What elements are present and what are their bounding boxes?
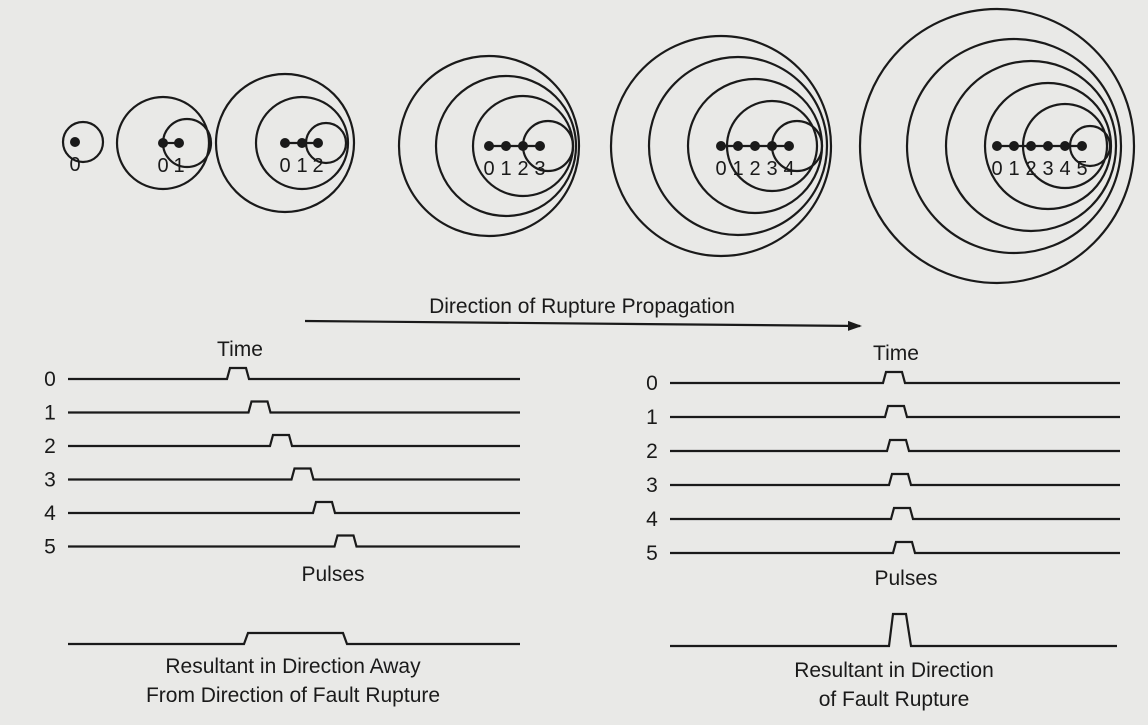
source-digit-label: 2: [312, 155, 323, 177]
trace-label: 1: [646, 406, 658, 429]
source-digit-label: 1: [296, 155, 307, 177]
trace-label: 2: [44, 435, 56, 458]
pulse-trace: [670, 472, 1120, 487]
stage-0-group: 0: [61, 120, 105, 176]
trace-label: 0: [44, 368, 56, 391]
wavefront-ring: [434, 74, 578, 218]
source-digit-label: 1: [1008, 158, 1019, 180]
source-digit-label: 1: [732, 158, 743, 180]
right-time-label: Time: [873, 342, 919, 365]
wavefront-ring: [61, 120, 105, 164]
source-digit-label: 1: [173, 155, 184, 177]
wavefront-ring: [115, 95, 211, 191]
left-pulse-traces: 0 1 2 3 4 5: [44, 366, 520, 559]
trace-label: 4: [44, 502, 56, 525]
source-digit-label: 2: [749, 158, 760, 180]
direction-arrow: [304, 319, 862, 331]
right-resultant-trace: [670, 612, 1117, 648]
source-digit-label: 2: [517, 158, 528, 180]
right-pulse-traces: 0 1 2 3 4 5: [646, 370, 1120, 565]
source-digit-label: 0: [991, 158, 1002, 180]
left-resultant-label-line2: From Direction of Fault Rupture: [146, 684, 440, 707]
wavefront-ring: [397, 54, 581, 238]
right-resultant-label-line1: Resultant in Direction: [794, 659, 994, 682]
trace-label: 1: [44, 402, 56, 425]
source-digit-label: 3: [766, 158, 777, 180]
source-digit-label: 1: [500, 158, 511, 180]
trace-label: 2: [646, 440, 658, 463]
wavefront-ring: [858, 7, 1136, 285]
pulse-trace: [670, 506, 1120, 521]
left-resultant-trace: [68, 631, 520, 646]
source-digit-label: 0: [69, 154, 80, 176]
wavefront-ring: [944, 59, 1118, 233]
source-digit-label: 4: [1059, 158, 1070, 180]
source-digit-label: 3: [1042, 158, 1053, 180]
pulse-trace: [68, 467, 520, 481]
pulse-trace: [68, 366, 520, 381]
pulse-trace: [68, 433, 520, 448]
direction-label: Direction of Rupture Propagation: [429, 295, 735, 318]
source-digit-label: 2: [1025, 158, 1036, 180]
source-digit-label: 0: [715, 158, 726, 180]
wavefront-ring: [609, 34, 833, 258]
trace-label: 0: [646, 372, 658, 395]
trace-label: 5: [646, 542, 658, 565]
source-digit-label: 4: [783, 158, 794, 180]
pulse-trace: [670, 540, 1120, 555]
left-pulses-label: Pulses: [301, 563, 364, 586]
wavefront-ring: [254, 95, 350, 191]
trace-label: 4: [646, 508, 658, 531]
source-digit-label: 5: [1076, 158, 1087, 180]
source-digit-label: 0: [279, 155, 290, 177]
pulse-trace: [670, 438, 1120, 453]
left-resultant-label-line1: Resultant in Direction Away: [165, 655, 421, 678]
source-digit-label: 0: [483, 158, 494, 180]
trace-label: 5: [44, 536, 56, 559]
right-pulses-label: Pulses: [874, 567, 937, 590]
trace-label: 3: [646, 474, 658, 497]
source-point: [70, 137, 80, 147]
source-digit-label: 0: [157, 155, 168, 177]
source-digit-label: 3: [534, 158, 545, 180]
pulse-trace: [670, 370, 1120, 385]
pulse-trace: [68, 534, 520, 548]
wavefront-ring: [905, 37, 1123, 255]
pulse-trace: [68, 400, 520, 414]
wavefront-ring: [214, 72, 356, 214]
right-resultant-label-line2: of Fault Rupture: [819, 688, 970, 711]
pulse-trace: [670, 404, 1120, 419]
trace-label: 3: [44, 469, 56, 492]
wavefront-ring: [647, 55, 829, 237]
left-time-label: Time: [217, 338, 263, 361]
pulse-trace: [68, 500, 520, 515]
